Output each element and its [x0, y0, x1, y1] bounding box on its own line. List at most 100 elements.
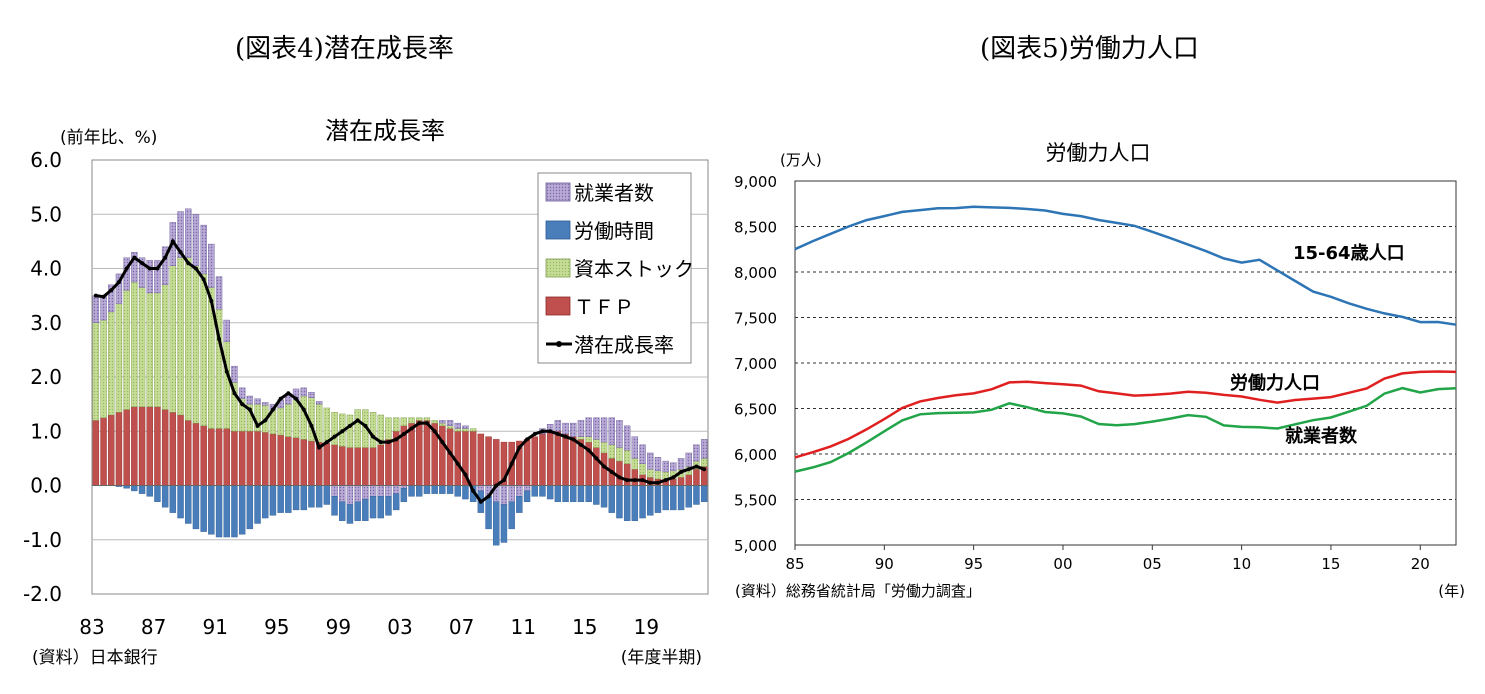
x-unit-label: (年度半期) — [621, 648, 702, 668]
bar-tfp — [200, 425, 207, 486]
bar-capital — [431, 420, 438, 424]
bar-employment — [585, 417, 592, 437]
chart-title: 労働力人口 — [1046, 141, 1151, 165]
bar-employment — [616, 420, 623, 448]
bar-capital — [146, 292, 153, 408]
bar-employment — [354, 485, 361, 502]
y-tick-label: 3.0 — [30, 311, 62, 335]
legend-swatch — [545, 220, 571, 240]
bar-hours — [408, 485, 415, 497]
point-potential-growth — [663, 478, 668, 483]
bar-hours — [616, 485, 623, 519]
bar-tfp — [416, 420, 423, 486]
bar-tfp — [331, 444, 338, 486]
point-potential-growth — [140, 261, 145, 266]
bar-employment — [315, 401, 323, 405]
bar-employment — [446, 420, 454, 427]
bar-capital — [654, 470, 662, 480]
bar-hours — [269, 485, 277, 516]
bar-employment — [154, 260, 161, 294]
bar-employment — [339, 485, 346, 502]
bar-hours — [285, 485, 292, 513]
bar-employment — [131, 252, 138, 283]
bar-employment — [516, 485, 523, 497]
bar-capital — [346, 414, 354, 448]
bar-tfp — [238, 431, 246, 486]
point-potential-growth — [686, 467, 691, 472]
x-tick-label: 95 — [964, 555, 983, 573]
bar-employment — [377, 485, 384, 497]
legend-swatch — [545, 296, 571, 316]
bar-hours — [215, 485, 223, 538]
bar-employment — [108, 284, 115, 313]
bar-employment — [593, 417, 600, 440]
bar-capital — [154, 292, 161, 408]
point-potential-growth — [186, 261, 191, 266]
point-potential-growth — [347, 423, 352, 428]
bar-hours — [385, 496, 392, 516]
point-potential-growth — [671, 475, 676, 480]
left-panel-title: (図表4)潜在成長率 — [235, 34, 454, 64]
bar-hours — [400, 488, 408, 502]
series-line-2 — [794, 386, 1457, 473]
bar-employment — [670, 462, 677, 472]
x-tick-label: 11 — [510, 615, 535, 639]
point-potential-growth — [101, 294, 106, 299]
point-potential-growth — [486, 494, 491, 499]
bar-hours — [161, 485, 169, 508]
point-potential-growth — [263, 418, 268, 423]
x-tick-label: 83 — [79, 615, 104, 639]
bar-employment — [300, 387, 307, 397]
point-potential-growth — [532, 431, 537, 436]
bar-capital — [185, 257, 192, 421]
bar-tfp — [323, 442, 331, 486]
bar-hours — [531, 485, 538, 497]
bar-tfp — [616, 460, 623, 486]
y-tick-label: 7,500 — [734, 310, 777, 328]
bar-hours — [416, 485, 423, 497]
bar-hours — [323, 485, 331, 505]
point-potential-growth — [124, 266, 129, 271]
y-tick-label: -2.0 — [23, 582, 62, 606]
x-tick-label: 07 — [449, 615, 474, 639]
potential-growth-chart: (前年比、%) 潜在成長率 6.0 5.0 4.0 3.0 2.0 1.0 0.0 -1.0 -2.… — [23, 117, 709, 668]
legend-swatch — [545, 182, 571, 202]
bar-tfp — [231, 431, 238, 486]
bar-capital — [423, 417, 431, 421]
point-potential-growth — [294, 396, 299, 401]
bar-hours — [238, 485, 246, 535]
bar-tfp — [154, 406, 161, 486]
bar-employment — [369, 485, 377, 497]
bar-capital — [192, 265, 200, 424]
bar-hours — [485, 496, 492, 530]
source-note: (資料）日本銀行 — [32, 648, 158, 668]
bar-capital — [392, 417, 400, 432]
point-potential-growth — [478, 499, 483, 504]
point-potential-growth — [155, 266, 160, 271]
bar-hours — [685, 485, 692, 508]
x-tick-label: 91 — [202, 615, 227, 639]
bar-hours — [154, 485, 161, 502]
bar-hours — [423, 485, 431, 494]
bar-hours — [200, 485, 207, 532]
bar-tfp — [354, 447, 361, 486]
point-potential-growth — [632, 478, 637, 483]
bar-tfp — [146, 406, 153, 486]
point-potential-growth — [594, 456, 599, 461]
point-potential-growth — [209, 299, 214, 304]
bar-capital — [138, 287, 146, 408]
point-potential-growth — [417, 421, 422, 426]
bar-hours — [208, 485, 215, 535]
point-potential-growth — [278, 396, 283, 401]
bar-capital — [108, 311, 115, 416]
y-tick-label: 8,500 — [734, 219, 777, 237]
bar-tfp — [269, 433, 277, 486]
y-tick-label: 5,500 — [734, 492, 777, 510]
bar-capital — [323, 407, 331, 444]
bar-hours — [562, 485, 569, 502]
bar-employment — [161, 246, 169, 285]
series-label: 就業者数 — [1285, 425, 1358, 447]
point-potential-growth — [494, 483, 499, 488]
bar-employment — [677, 458, 685, 470]
point-potential-growth — [132, 255, 137, 260]
